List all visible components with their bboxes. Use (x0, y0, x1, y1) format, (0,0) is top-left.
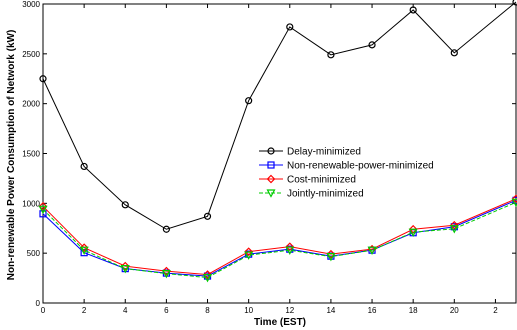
data-point (39, 75, 47, 83)
x-axis-title: Time (EST) (254, 317, 306, 328)
x-tick-label: 14 (326, 306, 335, 315)
series-line (42, 198, 517, 276)
y-tick-label: 0 (36, 299, 41, 308)
legend-item: Non-renewable-power-minimized (259, 161, 434, 172)
y-axis-title: Non-renewable Power Consumption of Netwo… (6, 30, 17, 281)
data-point (450, 49, 458, 57)
x-tick-label: 12 (285, 306, 294, 315)
data-point (326, 253, 336, 262)
data-point (408, 228, 418, 238)
plot-area-frame (42, 3, 517, 304)
legend-label: Non-renewable-power-minimized (287, 161, 434, 172)
data-point (367, 246, 377, 255)
series-line (42, 1, 517, 230)
series-non-renewable-power-minimized (39, 196, 517, 280)
y-tick-label: 1500 (22, 150, 40, 159)
series-cost-minimized (38, 194, 517, 279)
data-point (38, 205, 48, 215)
x-tick-label: 16 (368, 306, 377, 315)
data-point (244, 251, 254, 260)
data-point (39, 210, 47, 218)
data-point (203, 212, 212, 220)
y-tick-label: 2500 (22, 50, 40, 59)
data-point (327, 51, 335, 59)
x-tick-label: 2 (493, 306, 498, 315)
data-point (79, 243, 89, 253)
data-point (161, 269, 171, 279)
data-point (326, 249, 336, 259)
x-tick-label: 4 (123, 306, 128, 315)
legend-item: Delay-minimized (259, 147, 361, 158)
data-point (120, 265, 130, 274)
y-tick-label: 1000 (22, 199, 40, 208)
series-line (42, 199, 517, 277)
legend-item: Cost-minimized (259, 175, 356, 186)
data-point (409, 6, 417, 14)
data-point (512, 0, 517, 6)
data-point (285, 242, 295, 252)
ticks: 0 2 4 6 8 10 12 14 16 18 20 20500100015002000250030… (22, 0, 516, 315)
data-point (449, 220, 459, 230)
data-point (162, 266, 171, 276)
data-point (245, 97, 253, 105)
legend-label: Cost-minimized (287, 175, 356, 186)
x-tick-label: 10 (244, 306, 253, 315)
y-tick-label: 500 (27, 249, 41, 258)
x-tick-label: 6 (164, 306, 169, 315)
series-jointly-minimized (38, 198, 517, 283)
legend-marker (267, 147, 275, 155)
legend-item: Jointly-minimized (259, 189, 364, 200)
data-point (511, 198, 517, 208)
data-point (203, 273, 213, 283)
y-tick-label: 2000 (22, 100, 40, 109)
data-point (449, 225, 459, 234)
axes (42, 3, 517, 304)
legend-label: Jointly-minimized (287, 189, 364, 200)
data-point (285, 246, 295, 255)
x-tick-label: 2 (82, 306, 87, 315)
data-point (121, 201, 129, 209)
series-lines (38, 0, 517, 283)
data-point (162, 225, 170, 233)
data-point (368, 41, 376, 49)
x-tick-label: 20 (450, 306, 459, 315)
data-point (286, 23, 294, 31)
legend-marker (266, 174, 276, 184)
legend-label: Delay-minimized (287, 147, 361, 158)
data-point (203, 270, 212, 279)
x-tick-label: 18 (409, 306, 418, 315)
legend-marker (267, 161, 275, 169)
y-tick-label: 3000 (22, 0, 40, 9)
x-tick-label: 8 (205, 306, 210, 315)
data-point (244, 247, 254, 257)
series-line (42, 201, 517, 279)
data-point (79, 246, 89, 255)
legend-marker (266, 189, 276, 198)
x-tick-label: 0 (41, 306, 46, 315)
data-point (120, 261, 130, 271)
data-point (80, 162, 88, 171)
series-delay-minimized (39, 0, 517, 233)
legend: Delay-minimized Non-renewable-power-minim… (259, 147, 434, 200)
